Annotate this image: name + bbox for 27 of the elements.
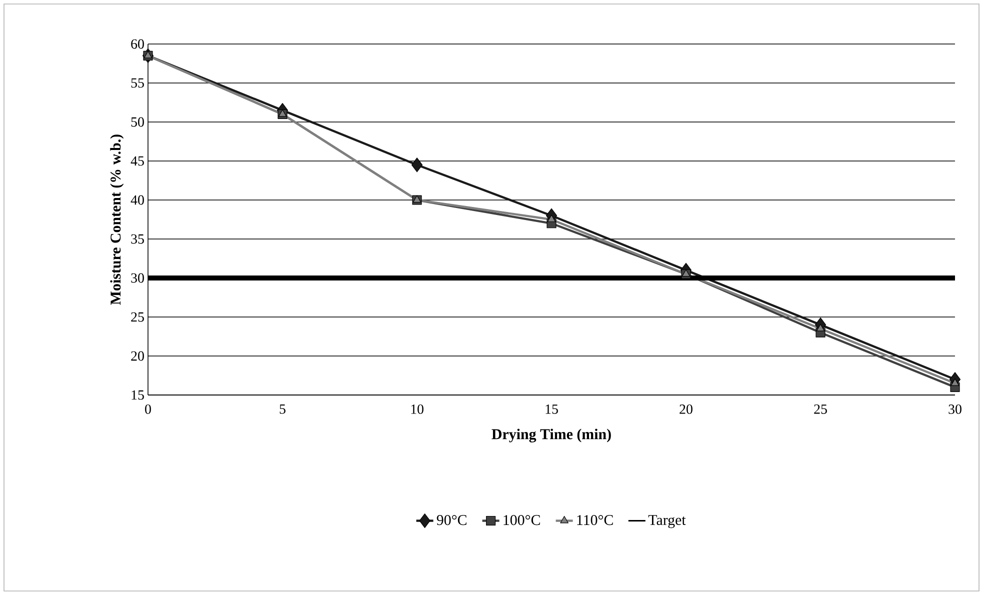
y-tick-label: 35	[131, 234, 144, 244]
y-axis-title: Moisture Content (% w.b.)	[110, 134, 124, 305]
x-axis-title: Drying Time (min)	[492, 428, 611, 442]
y-tick-label: 30	[131, 273, 144, 283]
point	[816, 324, 825, 332]
y-tick-label: 25	[131, 312, 144, 322]
y-tick-label: 60	[131, 39, 144, 49]
x-tick-label: 0	[145, 404, 151, 414]
y-tick-label: 45	[130, 156, 144, 166]
legend-label: 100°C	[504, 515, 540, 526]
x-tick-label: 15	[546, 404, 558, 414]
y-tick-label: 15	[132, 390, 144, 400]
legend-label: Target	[648, 515, 686, 528]
x-tick-label: 20	[680, 404, 692, 414]
y-tick-label: 55	[131, 78, 144, 88]
point	[411, 158, 423, 172]
legend-label: 90°C	[436, 515, 466, 526]
x-tick-label: 5	[280, 404, 286, 414]
y-tick-label: 40	[130, 195, 144, 205]
point	[547, 214, 556, 222]
y-tick-label: 50	[131, 117, 144, 127]
point	[950, 378, 960, 386]
x-tick-label: 30	[948, 404, 962, 414]
legend-label: 110°C	[577, 515, 613, 526]
x-tick-label: 25	[814, 404, 827, 414]
y-tick-label: 20	[131, 351, 144, 361]
x-tick-label: 10	[411, 404, 424, 414]
